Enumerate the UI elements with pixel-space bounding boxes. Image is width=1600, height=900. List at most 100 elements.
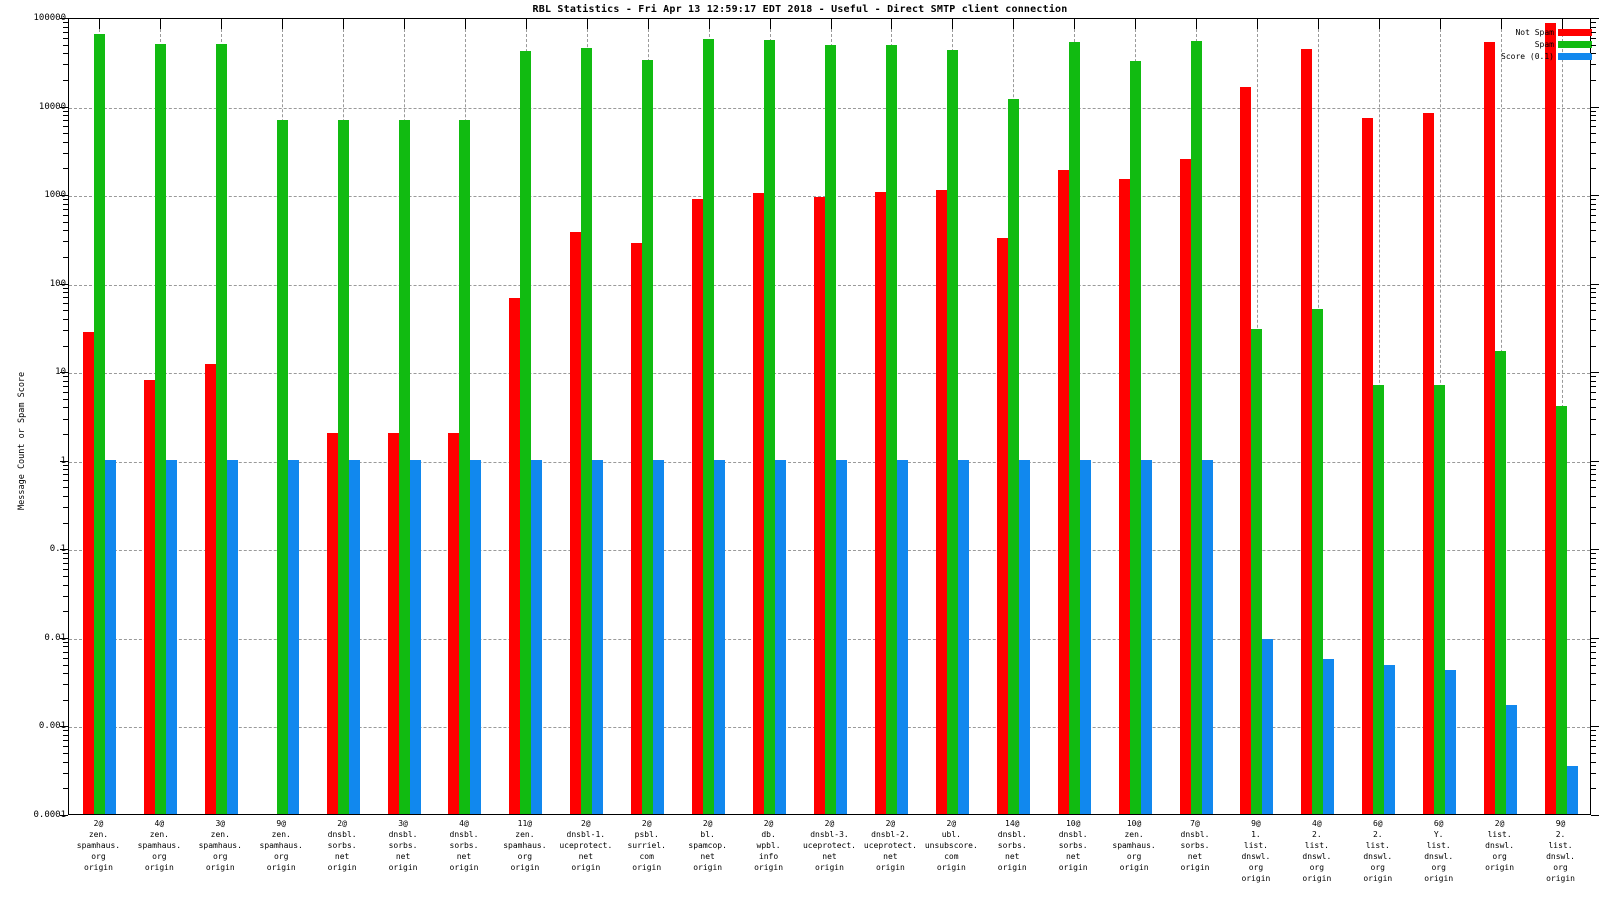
x-axis-tick xyxy=(282,19,284,29)
legend-label: Score (0.1) xyxy=(1501,52,1554,61)
bar-spam xyxy=(703,38,715,814)
y-axis-minor-tick-right xyxy=(1591,199,1596,201)
y-axis-minor-tick xyxy=(63,241,68,243)
x-axis-category-label: 3@ dnsbl. sorbs. net origin xyxy=(388,819,418,872)
x-axis-category-label: 2@ list. dnswl. org origin xyxy=(1485,819,1515,872)
y-axis-minor-tick xyxy=(63,221,68,223)
y-axis-minor-tick xyxy=(63,651,68,653)
y-axis-minor-tick-right xyxy=(1591,329,1596,331)
legend-color-swatch xyxy=(1558,41,1592,48)
y-axis-minor-tick xyxy=(63,168,68,170)
bar-score xyxy=(836,459,847,814)
y-axis-minor-tick xyxy=(63,673,68,675)
bar-score xyxy=(775,459,787,814)
bar-score xyxy=(165,459,177,814)
bar-score xyxy=(896,459,908,814)
y-axis-label: 1 xyxy=(60,455,66,466)
y-axis-minor-tick xyxy=(63,398,68,400)
bar-not-spam xyxy=(1423,112,1435,814)
bar-spam xyxy=(642,59,654,814)
y-axis-minor-tick-right xyxy=(1591,474,1596,476)
x-axis-tick xyxy=(952,19,954,29)
x-axis-tick xyxy=(464,19,466,29)
y-axis-minor-tick xyxy=(63,553,68,555)
y-axis-minor-tick xyxy=(63,37,68,39)
y-axis-minor-tick-right xyxy=(1591,385,1596,387)
bar-spam xyxy=(1068,42,1080,814)
y-axis-minor-tick xyxy=(63,496,68,498)
y-axis-label: 0.001 xyxy=(38,721,66,732)
x-axis-category-label: 7@ dnsbl. sorbs. net origin xyxy=(1180,819,1210,872)
y-axis-minor-tick-right xyxy=(1591,611,1596,613)
y-axis-minor-tick-right xyxy=(1591,120,1596,122)
x-axis-category-label: 2@ db. wpbl. info origin xyxy=(754,819,784,872)
y-axis-minor-tick-right xyxy=(1591,115,1596,117)
y-axis-minor-tick-right xyxy=(1591,31,1596,33)
bar-not-spam xyxy=(1301,48,1313,814)
y-axis-tick-right xyxy=(1591,18,1599,19)
y-axis-minor-tick-right xyxy=(1591,735,1596,737)
y-axis-minor-tick-right xyxy=(1591,168,1596,170)
y-axis-minor-tick xyxy=(63,434,68,436)
x-axis-category-label: 10@ zen. spamhaus. org origin xyxy=(1112,819,1156,872)
x-axis-category-label: 6@ 2. list. dnswl. org origin xyxy=(1363,819,1393,883)
bar-score xyxy=(1567,765,1579,814)
y-axis-minor-tick xyxy=(63,469,68,471)
legend-label: Not Spam xyxy=(1515,28,1554,37)
x-axis-category-label: 10@ dnsbl. sorbs. net origin xyxy=(1058,819,1088,872)
x-axis-category-label: 9@ 1. list. dnswl. org origin xyxy=(1241,819,1271,883)
bar-score xyxy=(287,459,299,814)
bar-spam xyxy=(398,120,410,814)
y-axis-minor-tick xyxy=(63,287,68,289)
y-axis-minor-tick-right xyxy=(1591,241,1596,243)
y-axis-label: 1000 xyxy=(44,190,66,201)
y-axis-minor-tick-right xyxy=(1591,641,1596,643)
bar-spam xyxy=(1190,41,1202,814)
bar-score xyxy=(1384,665,1396,814)
bar-not-spam xyxy=(631,243,643,814)
chart-legend: Not Spam Spam Score (0.1) xyxy=(1501,28,1592,61)
x-axis-tick xyxy=(1196,19,1198,29)
bar-not-spam xyxy=(753,193,765,814)
y-axis-minor-tick-right xyxy=(1591,53,1596,55)
legend-color-swatch xyxy=(1558,53,1592,60)
bar-score xyxy=(1079,459,1091,814)
y-axis-minor-tick xyxy=(63,730,68,732)
y-axis-minor-tick xyxy=(63,257,68,258)
bar-score xyxy=(1201,459,1213,814)
x-axis-category-label: 9@ 2. list. dnswl. org origin xyxy=(1546,819,1575,883)
y-axis-minor-tick-right xyxy=(1591,380,1596,382)
x-axis-category-label: 2@ dnsbl-2. uceprotect. net origin xyxy=(863,819,917,872)
y-axis-minor-tick-right xyxy=(1591,469,1596,471)
x-axis-category-label: 4@ 2. list. dnswl. org origin xyxy=(1302,819,1332,883)
y-axis-minor-tick xyxy=(63,664,68,666)
y-axis-tick xyxy=(60,815,68,816)
y-axis-minor-tick-right xyxy=(1591,575,1596,577)
x-axis-category-label: 4@ dnsbl. sorbs. net origin xyxy=(449,819,479,872)
bar-not-spam xyxy=(814,196,825,814)
x-axis-tick xyxy=(160,19,162,29)
y-axis-tick-right xyxy=(1591,460,1599,462)
y-axis-minor-tick xyxy=(63,772,68,774)
y-axis-minor-tick-right xyxy=(1591,595,1596,597)
y-axis-minor-tick-right xyxy=(1591,141,1596,143)
y-axis-minor-tick-right xyxy=(1591,126,1596,128)
x-axis-tick xyxy=(99,19,101,29)
y-axis-minor-tick-right xyxy=(1591,464,1596,466)
bar-not-spam xyxy=(1118,178,1130,814)
bar-not-spam xyxy=(692,199,704,814)
y-axis-minor-tick xyxy=(63,385,68,387)
y-axis-minor-tick xyxy=(63,345,68,347)
y-axis-tick xyxy=(60,195,68,197)
bar-spam xyxy=(885,45,897,814)
bar-not-spam xyxy=(874,192,886,814)
y-axis-minor-tick xyxy=(63,522,68,524)
y-axis-minor-tick-right xyxy=(1591,487,1596,489)
y-axis-title: Message Count or Spam Score xyxy=(17,371,27,510)
y-axis-minor-tick xyxy=(63,230,68,232)
x-axis-tick xyxy=(830,19,832,29)
bar-spam xyxy=(1251,328,1263,814)
y-axis-minor-tick xyxy=(63,115,68,117)
y-axis-minor-tick xyxy=(63,380,68,382)
y-axis-minor-tick-right xyxy=(1591,657,1596,659)
